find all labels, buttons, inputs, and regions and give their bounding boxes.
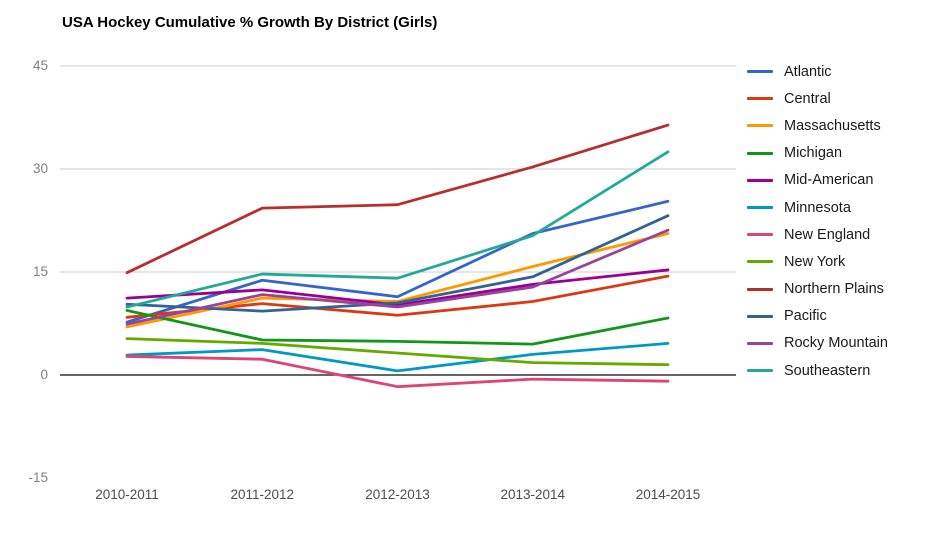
legend-item-minnesota: Minnesota [747, 194, 937, 221]
legend-item-new-england: New England [747, 221, 937, 248]
legend-swatch-michigan [747, 151, 773, 155]
legend-label: Massachusetts [784, 117, 881, 134]
legend-swatch-southeastern [747, 369, 773, 373]
legend-swatch-new-york [747, 260, 773, 264]
series-line-southeastern [125, 150, 670, 309]
chart-title: USA Hockey Cumulative % Growth By Distri… [62, 14, 438, 31]
y-axis-tick-label: 15 [32, 264, 48, 279]
legend-item-pacific: Pacific [747, 303, 937, 330]
legend-swatch-central [747, 97, 773, 101]
x-axis-tick-label: 2014-2015 [635, 487, 701, 502]
series-line-michigan [125, 309, 670, 346]
legend-swatch-northern-plains [747, 287, 773, 291]
series-line-minnesota [125, 342, 670, 373]
legend-swatch-massachusetts [747, 124, 773, 128]
legend-item-massachusetts: Massachusetts [747, 112, 937, 139]
legend-label: Pacific [784, 308, 827, 325]
series-line-massachusetts [125, 232, 670, 329]
y-axis-tick-label: -15 [28, 470, 48, 485]
legend-item-northern-plains: Northern Plains [747, 276, 937, 303]
series-line-pacific [125, 214, 670, 313]
legend-label: Atlantic [784, 63, 832, 80]
legend: Atlantic Central Massachusetts Michigan Mid-… [747, 58, 937, 384]
legend-swatch-rocky-mountain [747, 341, 773, 345]
legend-item-southeastern: Southeastern [747, 357, 937, 384]
legend-item-atlantic: Atlantic [747, 58, 937, 85]
y-axis-tick-label: 0 [40, 367, 48, 382]
legend-label: New England [784, 226, 871, 243]
legend-item-new-york: New York [747, 248, 937, 275]
legend-label: New York [784, 253, 846, 270]
legend-label: Rocky Mountain [784, 335, 888, 352]
series-line-northern-plains [125, 123, 670, 275]
series-line-new-york [125, 337, 670, 367]
x-axis-tick-label: 2011-2012 [230, 487, 295, 502]
legend-swatch-atlantic [747, 70, 773, 74]
y-axis-tick-label: 30 [32, 161, 48, 176]
legend-item-michigan: Michigan [747, 140, 937, 167]
legend-label: Minnesota [784, 199, 851, 216]
legend-label: Northern Plains [784, 281, 884, 298]
series-line-new-england [125, 355, 670, 389]
legend-swatch-mid-american [747, 178, 773, 182]
legend-swatch-pacific [747, 314, 773, 318]
legend-label: Southeastern [784, 362, 871, 379]
legend-swatch-minnesota [747, 206, 773, 210]
legend-swatch-new-england [747, 233, 773, 237]
legend-item-mid-american: Mid-American [747, 167, 937, 194]
series-line-rocky-mountain [125, 228, 670, 326]
x-axis-tick-label: 2010-2011 [95, 487, 159, 502]
legend-item-rocky-mountain: Rocky Mountain [747, 330, 937, 357]
legend-label: Central [784, 90, 831, 107]
legend-item-central: Central [747, 85, 937, 112]
legend-label: Mid-American [784, 172, 874, 189]
x-axis-tick-label: 2012-2013 [365, 487, 430, 502]
series-line-atlantic [125, 199, 670, 324]
legend-label: Michigan [784, 145, 843, 162]
series-line-mid-american [125, 268, 670, 307]
x-axis-tick-label: 2013-2014 [500, 487, 566, 502]
y-axis-tick-label: 45 [32, 58, 48, 73]
